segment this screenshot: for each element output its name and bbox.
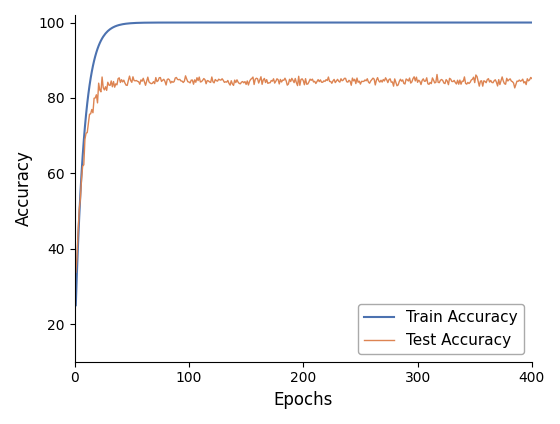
Y-axis label: Accuracy: Accuracy bbox=[15, 151, 33, 226]
Train Accuracy bbox=[404, 20, 410, 25]
Train Accuracy bbox=[529, 20, 535, 25]
Test Accuracy bbox=[72, 270, 79, 275]
Legend: Train Accuracy, Test Accuracy: Train Accuracy, Test Accuracy bbox=[358, 304, 524, 354]
Test Accuracy bbox=[253, 75, 260, 81]
Train Accuracy bbox=[253, 20, 260, 25]
Test Accuracy bbox=[221, 80, 228, 85]
Line: Train Accuracy: Train Accuracy bbox=[76, 22, 532, 305]
Train Accuracy bbox=[402, 20, 408, 25]
Test Accuracy bbox=[433, 72, 440, 77]
Train Accuracy bbox=[127, 21, 134, 26]
Test Accuracy bbox=[402, 81, 408, 86]
Train Accuracy bbox=[411, 20, 418, 25]
Test Accuracy bbox=[529, 76, 535, 81]
Test Accuracy bbox=[127, 78, 134, 83]
Train Accuracy bbox=[72, 303, 79, 308]
Test Accuracy bbox=[404, 77, 410, 82]
Train Accuracy bbox=[221, 20, 228, 25]
Train Accuracy bbox=[360, 20, 366, 25]
X-axis label: Epochs: Epochs bbox=[274, 391, 333, 409]
Test Accuracy bbox=[360, 79, 366, 84]
Line: Test Accuracy: Test Accuracy bbox=[76, 75, 532, 272]
